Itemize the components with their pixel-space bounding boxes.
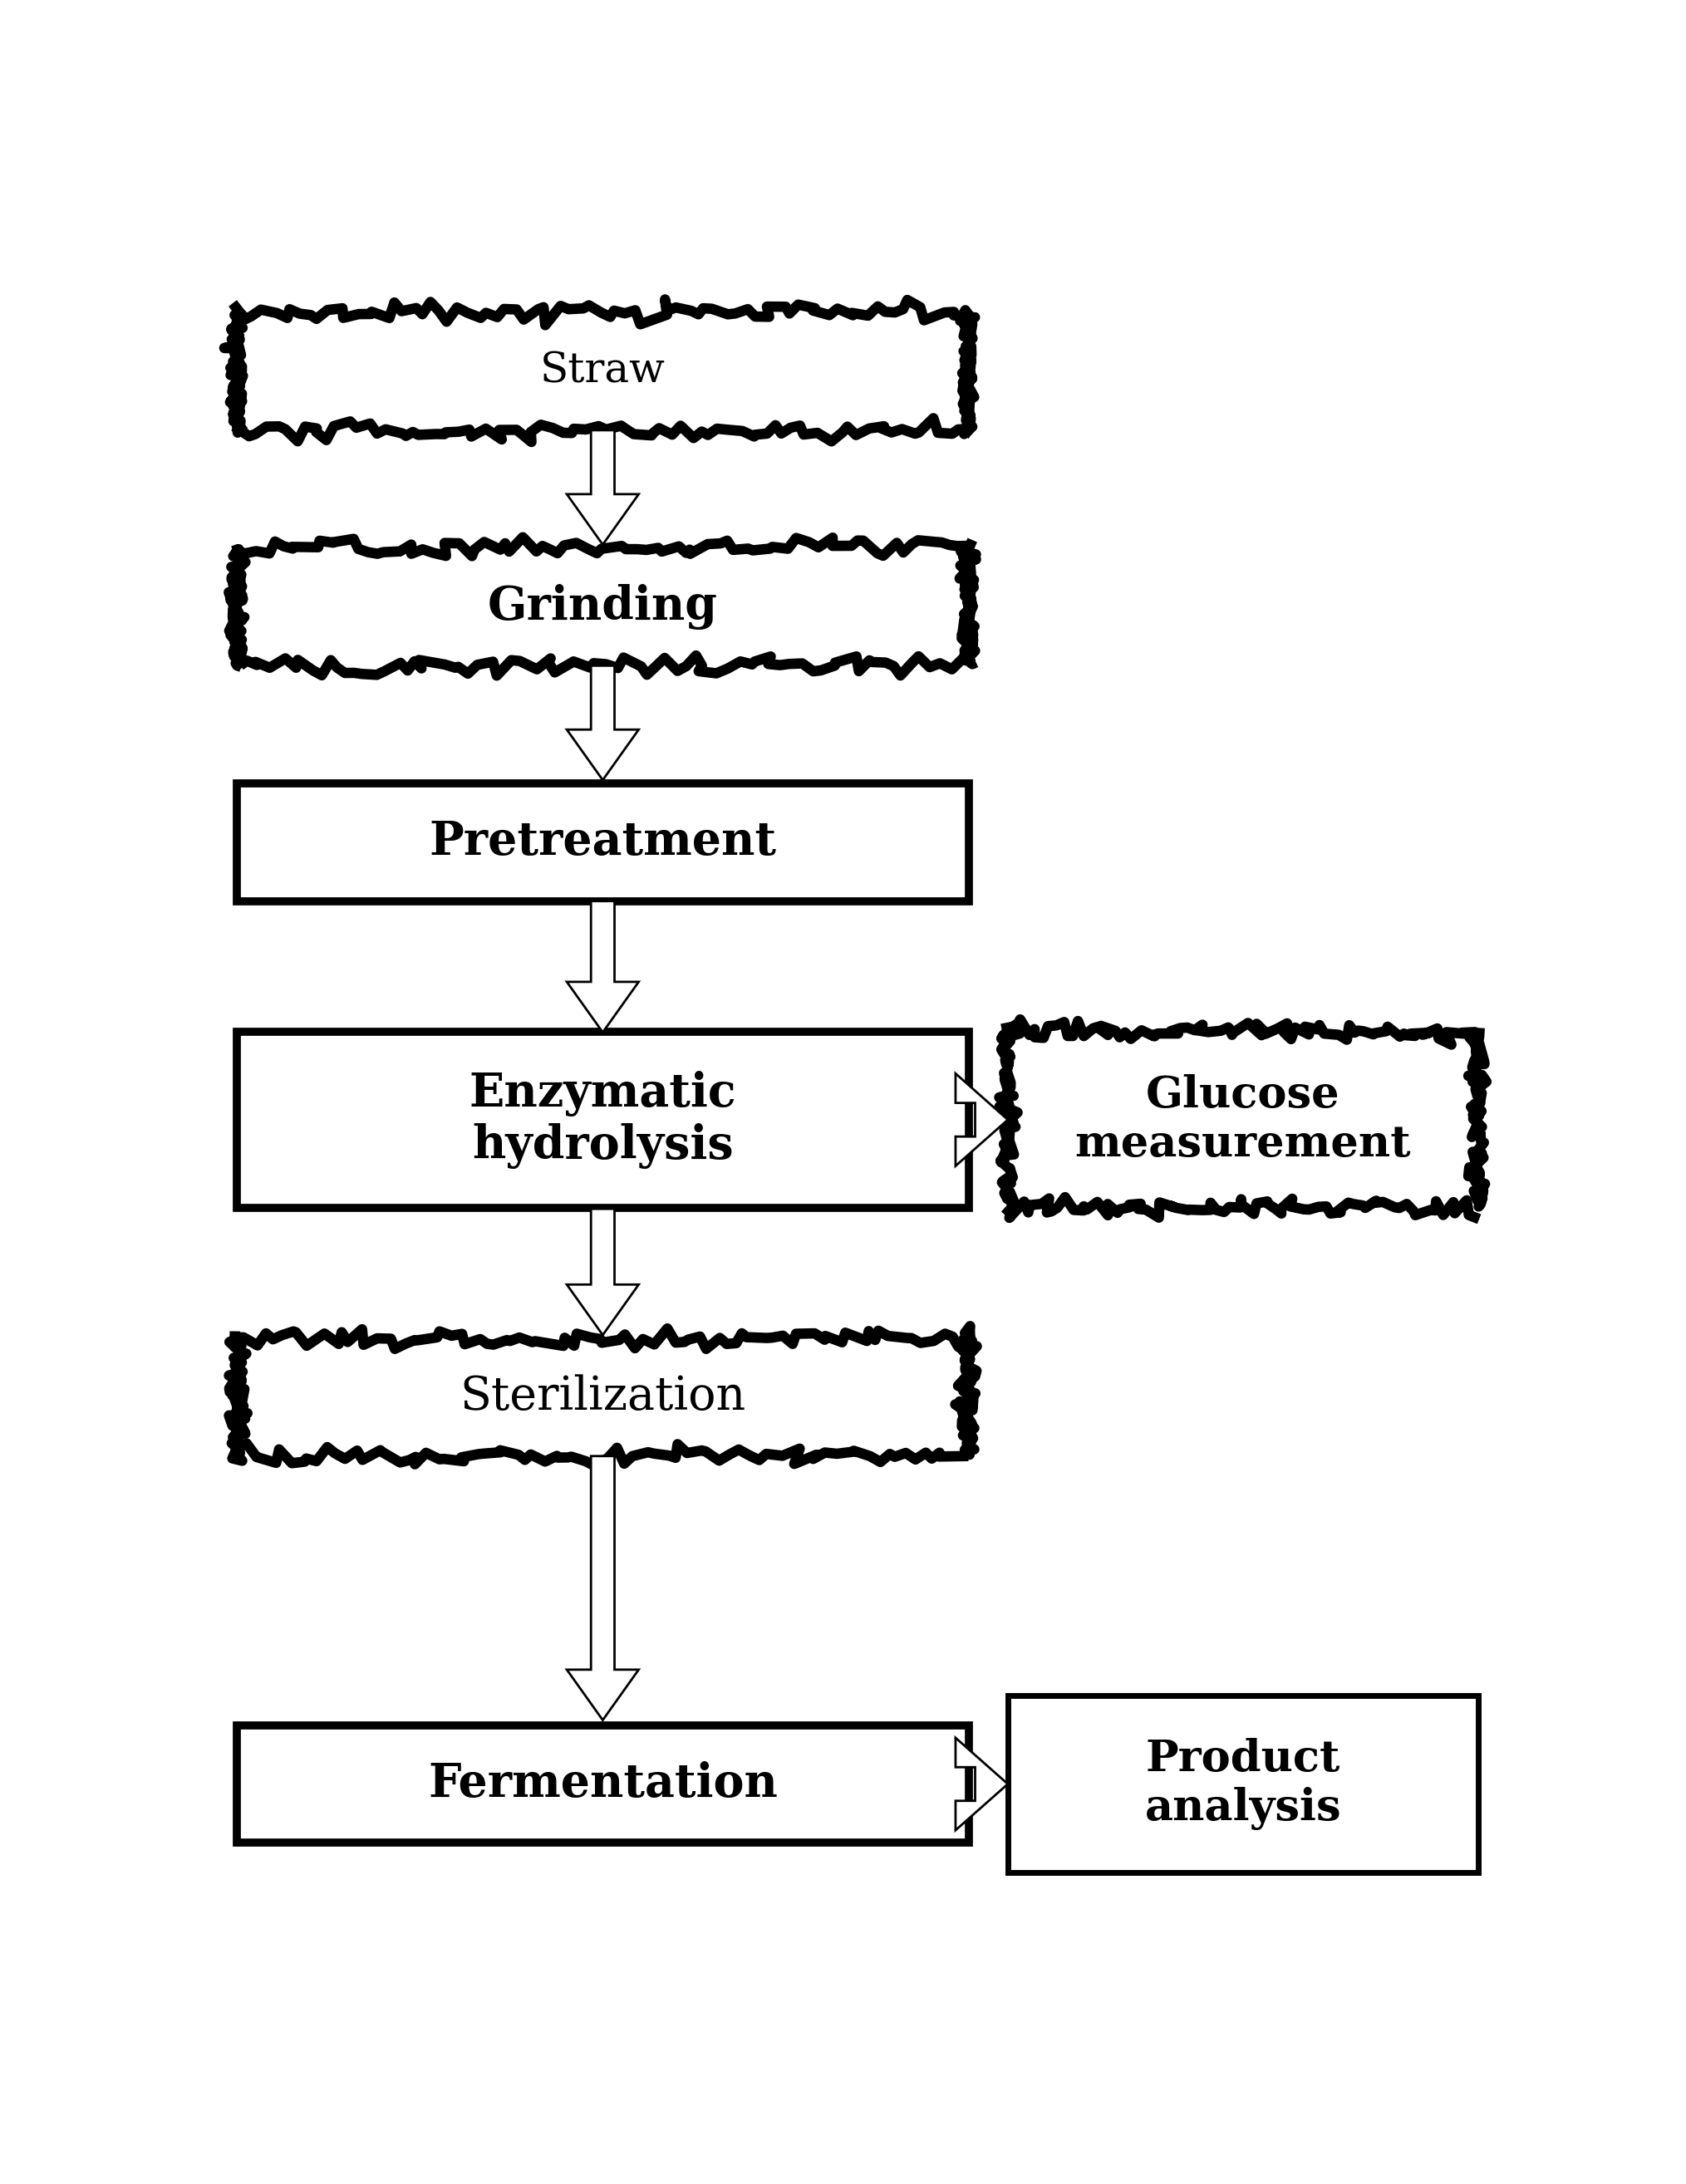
Bar <box>236 548 968 666</box>
FancyArrow shape <box>566 430 639 544</box>
Bar <box>236 784 968 902</box>
Bar <box>236 784 968 902</box>
Bar <box>236 1339 968 1457</box>
FancyArrow shape <box>566 902 639 1033</box>
FancyArrow shape <box>566 1457 639 1721</box>
Text: Enzymatic
hydrolysis: Enzymatic hydrolysis <box>469 1070 737 1168</box>
Bar <box>1008 1031 1479 1208</box>
FancyArrow shape <box>566 1210 639 1334</box>
Text: Grinding: Grinding <box>487 583 718 629</box>
Bar <box>236 1725 968 1843</box>
Text: Glucose
measurement: Glucose measurement <box>1076 1075 1411 1166</box>
Text: Product
analysis: Product analysis <box>1145 1738 1342 1830</box>
Text: Straw: Straw <box>540 352 666 391</box>
Bar <box>236 1031 968 1208</box>
FancyArrow shape <box>956 1738 1008 1830</box>
Bar <box>236 1725 968 1843</box>
FancyArrow shape <box>956 1075 1008 1166</box>
FancyArrow shape <box>566 666 639 780</box>
Text: Fermentation: Fermentation <box>428 1760 777 1806</box>
Bar <box>1008 1695 1479 1872</box>
Bar <box>236 312 968 430</box>
Bar <box>1008 1695 1479 1872</box>
Text: Sterilization: Sterilization <box>460 1374 745 1420</box>
Bar <box>236 1031 968 1208</box>
Text: Pretreatment: Pretreatment <box>428 819 777 865</box>
